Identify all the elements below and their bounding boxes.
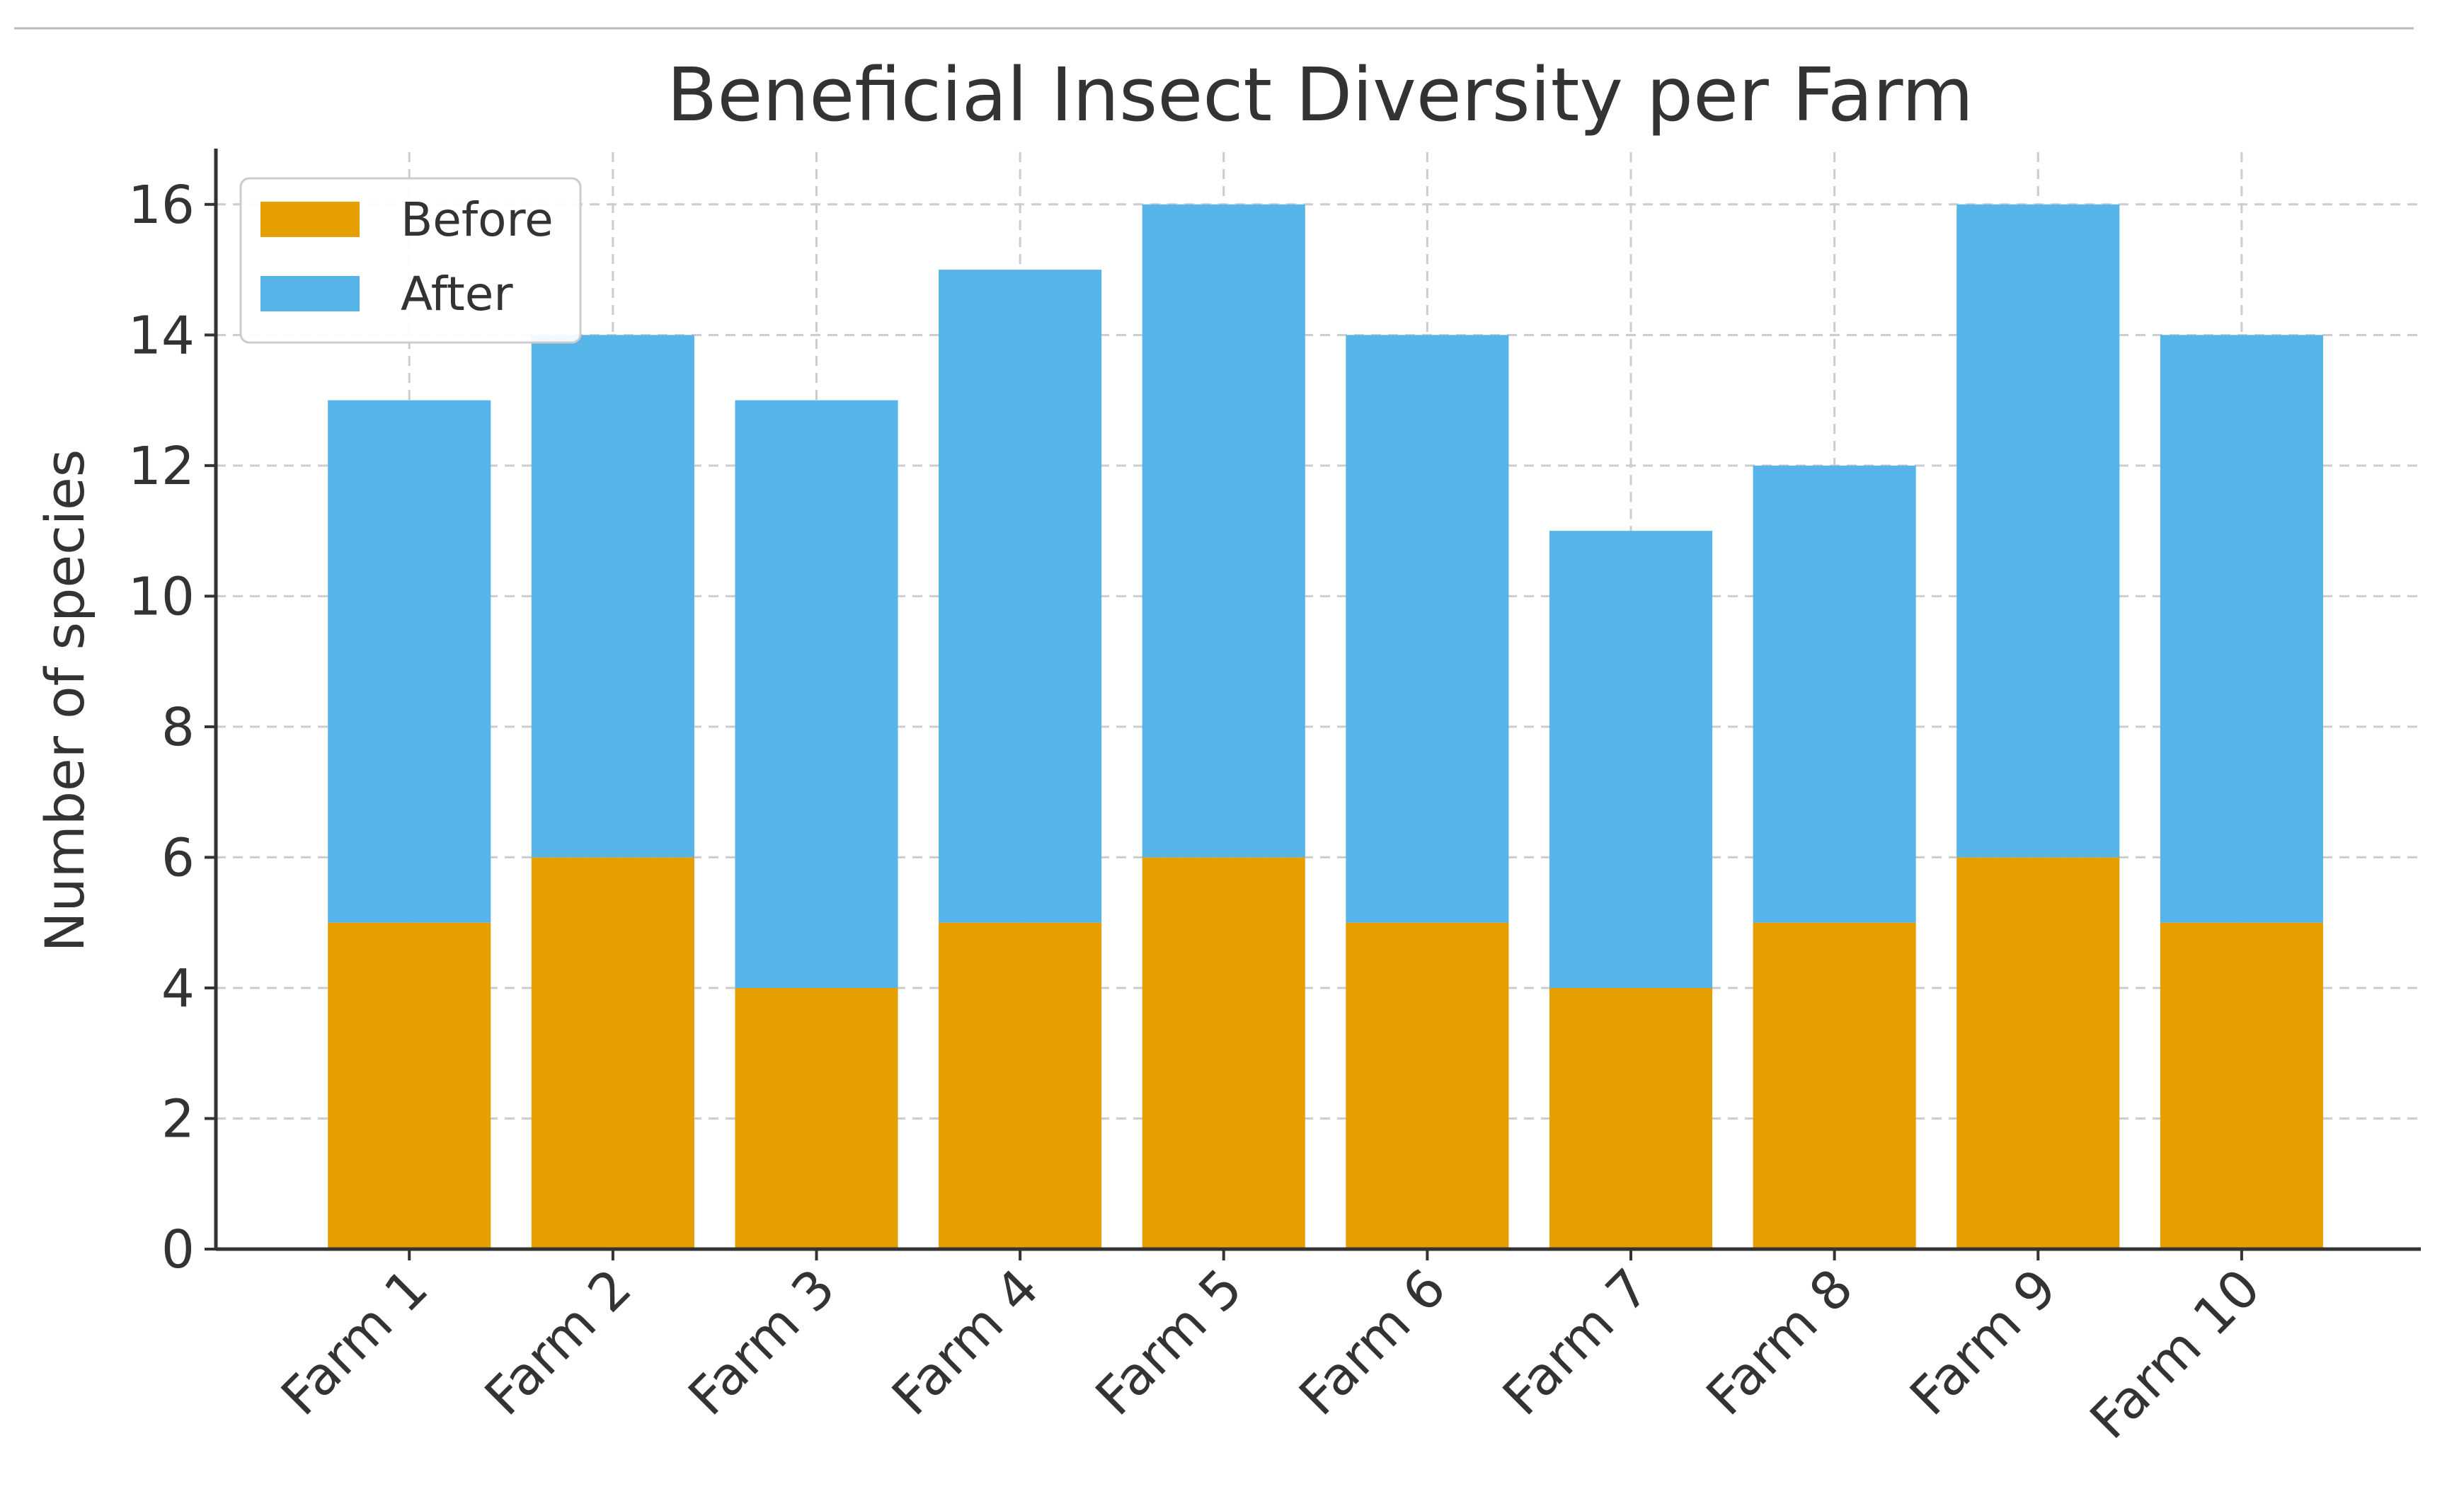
bar-after-7 bbox=[1549, 531, 1713, 988]
legend: Before After bbox=[239, 177, 582, 344]
bar-after-4 bbox=[939, 270, 1102, 923]
bar-after-2 bbox=[531, 335, 694, 858]
bar-before-3 bbox=[735, 987, 898, 1249]
y-ticks: 0 2 4 6 8 10 12 14 16 bbox=[128, 175, 216, 1280]
bar-after-9 bbox=[1956, 204, 2120, 858]
bar-before-7 bbox=[1549, 987, 1713, 1249]
bar-after-10 bbox=[2160, 335, 2323, 923]
legend-swatch-before bbox=[260, 202, 360, 237]
bar-after-1 bbox=[328, 400, 491, 923]
legend-label-after: After bbox=[401, 267, 513, 321]
bar-before-4 bbox=[939, 922, 1102, 1249]
bar-before-2 bbox=[531, 857, 694, 1249]
y-axis-label: Number of species bbox=[33, 449, 96, 953]
bar-before-9 bbox=[1956, 857, 2120, 1249]
y-tick-label-4: 8 bbox=[161, 697, 195, 758]
y-tick-label-5: 10 bbox=[128, 566, 195, 627]
bar-after-5 bbox=[1142, 204, 1305, 858]
y-tick-label-2: 4 bbox=[161, 958, 195, 1019]
y-tick-label-8: 16 bbox=[128, 175, 195, 236]
y-tick-label-3: 6 bbox=[161, 827, 195, 888]
chart-title: Beneficial Insect Diversity per Farm bbox=[667, 52, 1973, 138]
bar-before-6 bbox=[1346, 922, 1509, 1249]
bar-before-5 bbox=[1142, 857, 1305, 1249]
bar-after-8 bbox=[1753, 465, 1916, 923]
y-tick-label-6: 12 bbox=[128, 436, 195, 497]
bar-after-3 bbox=[735, 400, 898, 988]
y-tick-label-1: 2 bbox=[161, 1088, 195, 1149]
bar-before-1 bbox=[328, 922, 491, 1249]
y-tick-label-7: 14 bbox=[128, 305, 195, 366]
axes bbox=[214, 149, 2421, 1251]
y-tick-label-0: 0 bbox=[161, 1219, 195, 1280]
bars bbox=[328, 204, 2323, 1249]
bar-before-8 bbox=[1753, 922, 1916, 1249]
legend-label-before: Before bbox=[401, 192, 554, 247]
bar-after-6 bbox=[1346, 335, 1509, 923]
legend-swatch-after bbox=[260, 276, 360, 311]
bar-before-10 bbox=[2160, 922, 2323, 1249]
